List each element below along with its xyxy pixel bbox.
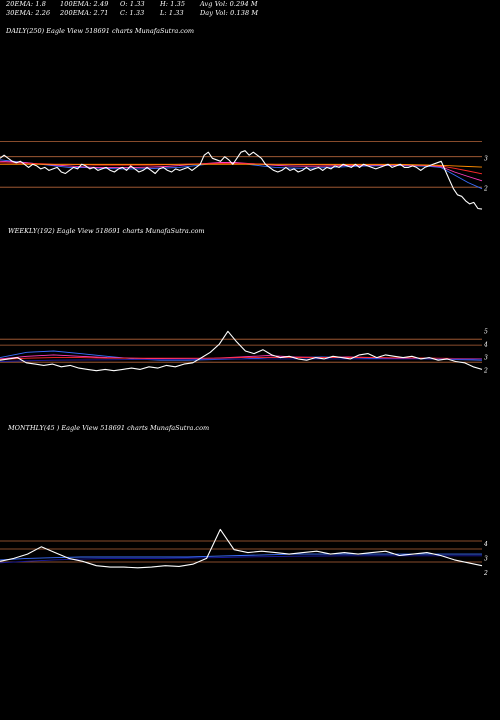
weekly-panel-label: WEEKLY(192) Eagle View 518691 charts Mun… xyxy=(8,227,205,235)
daily-y-tick-3: 3 xyxy=(484,155,488,162)
weekly-y-tick-5: 5 xyxy=(484,328,488,335)
ema200-value: 200EMA: 2.71 xyxy=(60,9,109,17)
weekly-y-tick-4: 4 xyxy=(483,341,488,348)
weekly-ema_d-line xyxy=(0,358,482,362)
ema30-value: 30EMA: 2.26 xyxy=(6,9,51,17)
weekly-price-line xyxy=(0,330,483,372)
monthly-ema_a-line xyxy=(0,553,482,561)
weekly-y-tick-2: 2 xyxy=(483,368,488,375)
monthly-panel-label: MONTHLY(45 ) Eagle View 518691 charts Mu… xyxy=(8,424,210,432)
open-value: O: 1.33 xyxy=(120,0,145,8)
monthly-price-line xyxy=(0,528,483,569)
daily-y-tick-2: 2 xyxy=(483,186,488,193)
monthly-y-tick-3: 3 xyxy=(484,555,488,562)
monthly-y-tick-2: 2 xyxy=(483,570,488,577)
day-vol-value: Day Vol: 0.138 M xyxy=(200,9,259,17)
avg-vol-value: Avg Vol: 0.294 M xyxy=(200,0,258,8)
daily-ema200-line xyxy=(0,163,483,168)
monthly-y-tick-4: 4 xyxy=(483,541,488,548)
daily-price-line xyxy=(0,150,483,210)
ema100-value: 100EMA: 2.49 xyxy=(60,0,109,8)
weekly-y-tick-3: 3 xyxy=(484,355,488,362)
high-value: H: 1.35 xyxy=(160,0,186,8)
low-value: L: 1.33 xyxy=(160,9,184,17)
daily-panel-label: DAILY(250) Eagle View 518691 charts Muna… xyxy=(6,27,195,35)
close-value: C: 1.33 xyxy=(120,9,145,17)
ema20-value: 20EMA: 1.8 xyxy=(6,0,46,8)
